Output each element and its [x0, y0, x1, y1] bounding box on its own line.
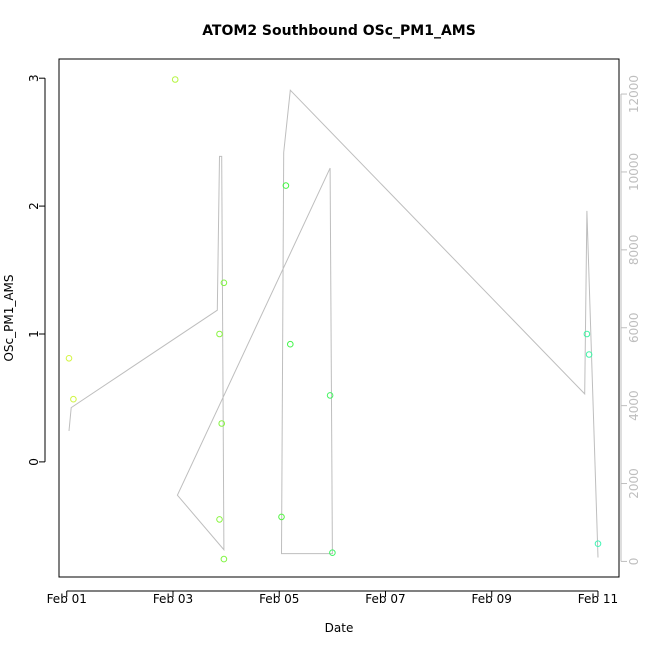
- y2-tick-label: 10000: [627, 153, 641, 191]
- data-point-1: [65, 355, 73, 362]
- y2-tick-label: 12000: [627, 75, 641, 113]
- plot-frame: [58, 58, 620, 578]
- x-tick-label: Feb 01: [47, 592, 87, 606]
- data-point-16: [594, 540, 602, 548]
- data-point-13: [329, 549, 336, 557]
- data-point-15: [585, 351, 593, 358]
- x-tick-label: Feb 03: [153, 592, 193, 606]
- y2-tick-label: 4000: [627, 390, 641, 421]
- y2-tick-label: 6000: [627, 312, 641, 343]
- data-point-9: [278, 513, 285, 521]
- data-point-4: [216, 330, 223, 338]
- data-point-8: [220, 555, 228, 563]
- data-point-5: [216, 516, 223, 523]
- x-tick-label: Feb 05: [259, 592, 299, 606]
- y-tick-label: 3: [27, 74, 41, 82]
- chart-title: ATOM2 Southbound OSc_PM1_AMS: [202, 23, 476, 39]
- data-points-layer: [65, 76, 602, 563]
- x-axis-label: Date: [325, 621, 354, 635]
- y-tick-label: 2: [27, 202, 41, 210]
- track-line-layer: [68, 89, 599, 558]
- data-point-14: [583, 330, 591, 338]
- data-point-6: [218, 420, 225, 427]
- data-point-3: [171, 76, 179, 83]
- data-point-11: [287, 340, 294, 348]
- x-tick-label: Feb 07: [365, 592, 405, 606]
- y2-tick-label: 8000: [627, 235, 641, 266]
- axes-layer: Feb 01 Feb 03 Feb 05 Feb 07 Feb 09 Feb 11 0 1 2 3…: [27, 58, 641, 606]
- data-point-2: [70, 395, 77, 403]
- y2-tick-label: 0: [627, 558, 641, 566]
- x-tick-label: Feb 09: [472, 592, 512, 606]
- y-axis-label: OSc_PM1_AMS: [2, 274, 16, 361]
- data-point-12: [326, 392, 334, 399]
- y-tick-label: 0: [27, 458, 41, 466]
- y2-tick-label: 2000: [627, 468, 641, 499]
- y-tick-label: 1: [27, 330, 41, 338]
- track-line: [68, 89, 599, 558]
- data-point-7: [220, 279, 228, 287]
- x-tick-label: Feb 11: [578, 592, 618, 606]
- data-point-10: [282, 182, 290, 189]
